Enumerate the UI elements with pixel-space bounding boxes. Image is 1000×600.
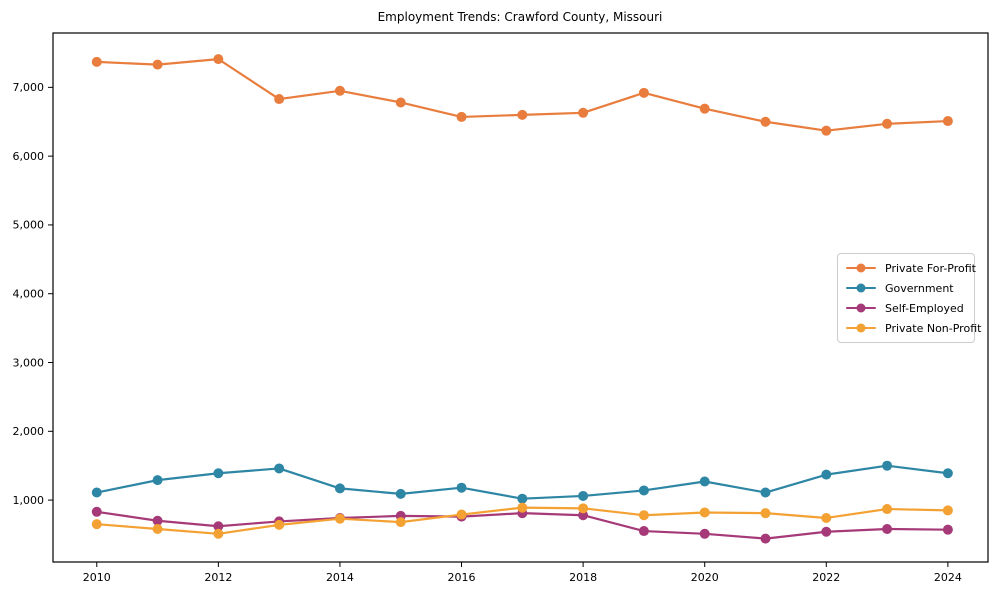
- data-point-marker-private-non-profit: [274, 519, 285, 530]
- data-point-marker-private-non-profit: [213, 528, 224, 539]
- data-point-marker-government: [91, 487, 102, 498]
- data-point-marker-government: [882, 460, 893, 471]
- legend-marker-icon: [846, 283, 876, 293]
- legend-label: Government: [885, 281, 954, 295]
- chart-title: Employment Trends: Crawford County, Miss…: [378, 10, 663, 24]
- data-point-marker-private-non-profit: [638, 510, 649, 521]
- data-point-marker-government: [638, 485, 649, 496]
- data-point-marker-government: [334, 483, 345, 494]
- data-point-marker-self-employed: [699, 528, 710, 539]
- data-point-marker-private-for-profit: [578, 107, 589, 118]
- data-point-marker-private-for-profit: [882, 118, 893, 129]
- y-tick-label: 5,000: [13, 219, 45, 232]
- x-tick-label: 2020: [691, 571, 719, 584]
- data-point-marker-private-for-profit: [821, 125, 832, 136]
- data-point-marker-private-for-profit: [395, 97, 406, 108]
- data-point-marker-self-employed: [821, 526, 832, 537]
- legend: Private For-Profit Government Self-Employe…: [837, 253, 981, 343]
- data-point-marker-self-employed: [152, 515, 163, 526]
- data-point-marker-private-for-profit: [699, 103, 710, 114]
- data-point-marker-private-for-profit: [942, 116, 953, 127]
- data-point-marker-private-for-profit: [517, 109, 528, 120]
- data-point-marker-private-non-profit: [882, 504, 893, 515]
- data-point-marker-private-for-profit: [760, 116, 771, 127]
- x-tick-label: 2012: [204, 571, 232, 584]
- data-point-marker-private-non-profit: [152, 523, 163, 534]
- data-point-marker-government: [821, 469, 832, 480]
- data-point-marker-private-non-profit: [821, 512, 832, 523]
- x-tick-label: 2018: [569, 571, 597, 584]
- data-point-marker-self-employed: [760, 533, 771, 544]
- data-point-marker-government: [456, 482, 467, 493]
- data-point-marker-private-non-profit: [517, 502, 528, 513]
- data-point-marker-government: [152, 475, 163, 486]
- data-point-marker-government: [699, 476, 710, 487]
- legend-label: Private Non-Profit: [885, 321, 982, 335]
- data-point-marker-private-non-profit: [334, 513, 345, 524]
- data-point-marker-private-non-profit: [91, 519, 102, 530]
- data-point-marker-private-for-profit: [334, 85, 345, 96]
- data-point-marker-government: [942, 468, 953, 479]
- data-point-marker-government: [578, 490, 589, 501]
- x-tick-label: 2016: [448, 571, 476, 584]
- legend-item-private-for-profit: Private For-Profit: [846, 258, 976, 278]
- data-point-marker-self-employed: [213, 521, 224, 532]
- legend-label: Private For-Profit: [885, 261, 976, 275]
- data-point-marker-private-for-profit: [213, 54, 224, 65]
- data-point-marker-private-non-profit: [760, 508, 771, 519]
- data-point-marker-private-for-profit: [274, 94, 285, 105]
- data-point-marker-government: [213, 468, 224, 479]
- data-point-marker-government: [274, 463, 285, 474]
- x-tick-label: 2014: [326, 571, 354, 584]
- legend-item-government: Government: [846, 278, 966, 298]
- y-tick-label: 1,000: [13, 494, 45, 507]
- data-point-marker-government: [517, 493, 528, 504]
- data-point-marker-self-employed: [638, 526, 649, 537]
- y-tick-label: 2,000: [13, 425, 45, 438]
- y-tick-label: 7,000: [13, 81, 45, 94]
- data-point-marker-self-employed: [942, 524, 953, 535]
- data-point-marker-private-non-profit: [395, 517, 406, 528]
- data-point-marker-private-for-profit: [456, 111, 467, 122]
- data-point-marker-government: [395, 488, 406, 499]
- data-point-marker-private-non-profit: [699, 507, 710, 518]
- plot-border: [52, 32, 989, 563]
- legend-dot-icon: [856, 323, 866, 333]
- data-point-marker-self-employed: [91, 506, 102, 517]
- legend-label: Self-Employed: [885, 301, 964, 315]
- legend-dot-icon: [856, 303, 866, 313]
- legend-marker-icon: [846, 303, 876, 313]
- legend-item-self-employed: Self-Employed: [846, 298, 966, 318]
- x-tick-label: 2010: [83, 571, 111, 584]
- data-point-marker-private-non-profit: [456, 509, 467, 520]
- data-point-marker-private-for-profit: [638, 87, 649, 98]
- y-tick-label: 3,000: [13, 356, 45, 369]
- legend-marker-icon: [846, 263, 876, 273]
- legend-dot-icon: [856, 263, 866, 273]
- legend-item-private-non-profit: Private Non-Profit: [846, 318, 981, 338]
- data-point-marker-private-non-profit: [942, 505, 953, 516]
- data-point-marker-self-employed: [882, 523, 893, 534]
- x-tick-label: 2024: [934, 571, 962, 584]
- data-point-marker-government: [760, 487, 771, 498]
- legend-dot-icon: [856, 283, 866, 293]
- data-point-marker-self-employed: [578, 510, 589, 521]
- data-point-marker-private-for-profit: [152, 59, 163, 70]
- legend-marker-icon: [846, 323, 876, 333]
- x-tick-label: 2022: [812, 571, 840, 584]
- y-tick-label: 4,000: [13, 288, 45, 301]
- data-point-marker-private-non-profit: [578, 503, 589, 514]
- data-point-marker-private-for-profit: [91, 56, 102, 67]
- y-tick-label: 6,000: [13, 150, 45, 163]
- series-line-private-for-profit: [96, 58, 948, 132]
